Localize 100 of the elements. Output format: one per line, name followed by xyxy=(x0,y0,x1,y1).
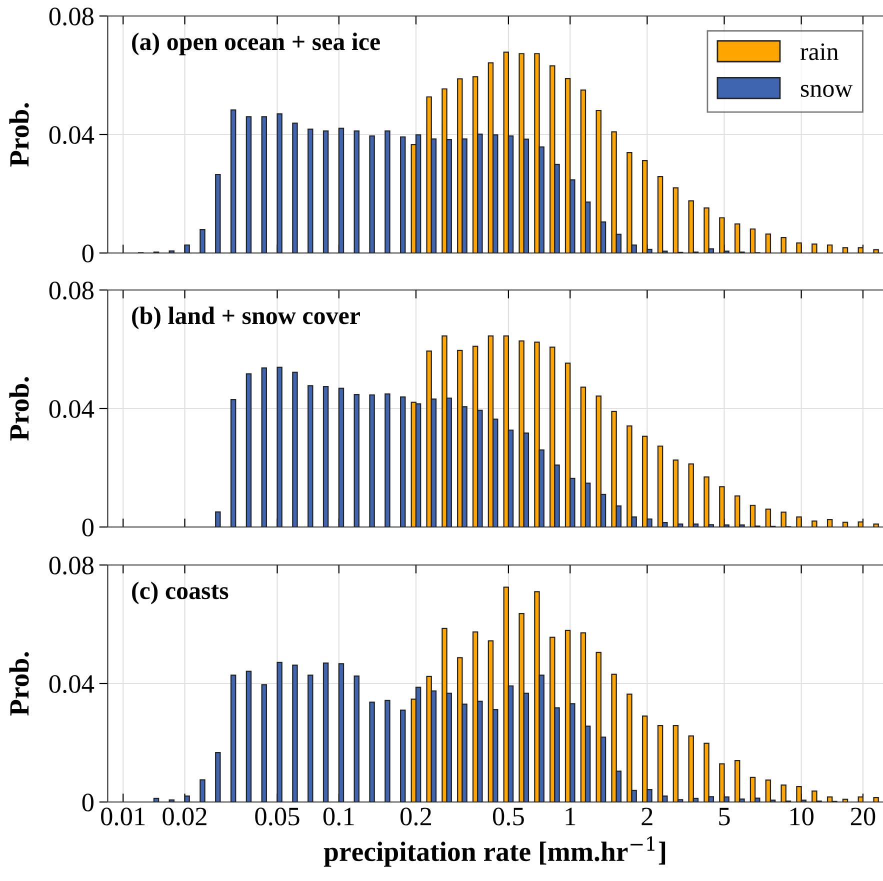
bar xyxy=(842,247,848,253)
bar xyxy=(369,135,375,253)
bar xyxy=(750,776,756,802)
x-tick-label: 0.2 xyxy=(400,808,432,826)
text: (b) land + snow cover xyxy=(132,306,360,330)
x-tick-label: 0.02 xyxy=(162,808,206,826)
bar xyxy=(230,399,236,527)
x-tick-label: 1 xyxy=(566,808,576,826)
legend-label: snow xyxy=(800,84,853,97)
bar xyxy=(308,674,314,802)
bar xyxy=(292,122,298,253)
bar xyxy=(276,662,282,802)
bar xyxy=(308,385,314,527)
bar xyxy=(384,130,390,253)
bar xyxy=(765,780,772,802)
y-tick-label: 0.08 xyxy=(49,8,94,26)
x-tick-label: 0.05 xyxy=(255,808,300,826)
x-axis-title: precipitation rate [mm.hr$^{−1}$] xyxy=(324,836,666,867)
bar xyxy=(168,250,175,253)
bar xyxy=(338,388,344,527)
x-tick-label: 10 xyxy=(790,808,814,826)
bar xyxy=(400,396,406,527)
bar xyxy=(503,335,510,527)
x-tick-label: 5 xyxy=(719,808,730,826)
bar xyxy=(338,128,344,253)
y-tick-label: 0.04 xyxy=(49,126,94,144)
bar xyxy=(322,662,329,802)
bar xyxy=(826,519,833,527)
bar xyxy=(354,130,360,253)
x-tick-label: 0.01 xyxy=(101,808,145,826)
bar xyxy=(369,702,375,802)
bar xyxy=(322,386,329,527)
bar xyxy=(308,128,314,253)
bar xyxy=(765,508,772,527)
bar xyxy=(672,187,679,253)
bar xyxy=(750,228,756,253)
y-tick-label: 0.08 xyxy=(49,282,94,300)
bar xyxy=(400,710,406,802)
y-tick-label: 0 xyxy=(82,794,94,812)
bar xyxy=(826,244,833,253)
bar xyxy=(503,52,510,253)
x-tick-label: 2 xyxy=(642,808,652,826)
bar xyxy=(230,674,236,802)
bar xyxy=(796,516,802,527)
bar xyxy=(276,366,282,527)
bar xyxy=(400,136,406,253)
y-tick-label: 0 xyxy=(82,518,94,536)
y-tick-label: 0.04 xyxy=(49,400,94,418)
bar xyxy=(338,663,344,802)
bar xyxy=(765,233,772,253)
bar xyxy=(672,459,679,527)
bar xyxy=(503,586,510,802)
bar xyxy=(812,520,818,527)
bar xyxy=(873,523,879,527)
bar xyxy=(415,403,422,527)
bar xyxy=(873,797,879,802)
text: (a) open ocean + sea ice xyxy=(132,32,380,56)
y-axis-title: Prob. xyxy=(9,652,29,716)
bar xyxy=(354,394,360,527)
bar xyxy=(858,796,864,802)
bar xyxy=(369,394,375,527)
bar xyxy=(322,130,329,253)
bar xyxy=(812,244,818,253)
bar xyxy=(415,686,422,802)
bar xyxy=(200,779,206,802)
bar xyxy=(215,752,221,802)
bar xyxy=(842,522,848,527)
bar xyxy=(246,116,252,253)
bar xyxy=(873,249,879,253)
bar xyxy=(415,134,422,253)
bar xyxy=(184,796,190,802)
y-tick-label: 0.04 xyxy=(49,675,94,694)
bar xyxy=(580,90,586,253)
y-tick-label: 0.08 xyxy=(49,556,94,575)
bar xyxy=(168,799,175,802)
bar xyxy=(750,504,756,527)
bar xyxy=(384,393,390,527)
y-axis-title: Prob. xyxy=(9,103,29,167)
bar xyxy=(780,237,786,253)
bar xyxy=(276,113,282,253)
bar xyxy=(261,684,268,802)
y-axis-title: Prob. xyxy=(9,377,29,441)
bar xyxy=(580,386,586,527)
bar xyxy=(384,700,390,802)
x-tick-label: 20 xyxy=(850,808,876,826)
bar xyxy=(261,367,268,527)
x-tick-label: 0.1 xyxy=(323,808,354,826)
bar xyxy=(246,670,252,802)
bar xyxy=(842,798,848,802)
bar xyxy=(153,798,160,802)
bar xyxy=(184,244,190,253)
bar xyxy=(672,725,679,802)
bar xyxy=(230,109,236,253)
y-tick-label: 0 xyxy=(82,244,94,262)
bar xyxy=(292,372,298,527)
bar xyxy=(858,247,864,253)
bar xyxy=(215,511,221,527)
bar xyxy=(354,676,360,802)
bar xyxy=(246,373,252,527)
legend-label: rain xyxy=(800,43,838,60)
